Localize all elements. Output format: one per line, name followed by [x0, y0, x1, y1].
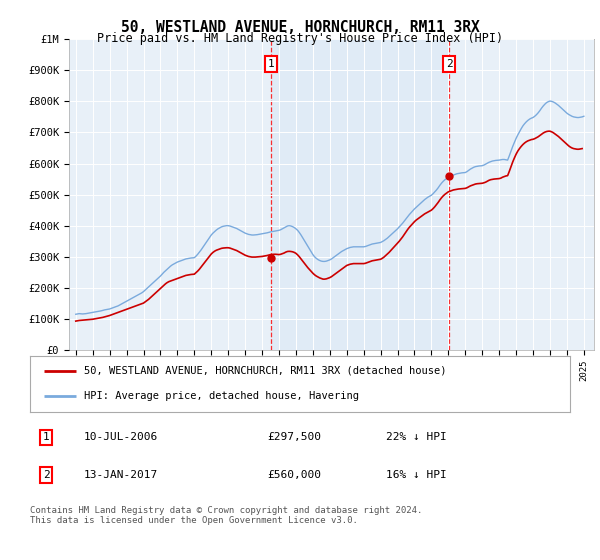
Text: 2: 2 [446, 59, 452, 69]
Text: 10-JUL-2006: 10-JUL-2006 [84, 432, 158, 442]
Text: 22% ↓ HPI: 22% ↓ HPI [386, 432, 447, 442]
Text: 2: 2 [43, 470, 50, 480]
Text: 50, WESTLAND AVENUE, HORNCHURCH, RM11 3RX: 50, WESTLAND AVENUE, HORNCHURCH, RM11 3R… [121, 20, 479, 35]
Bar [271, 39, 449, 350]
Text: Contains HM Land Registry data © Crown copyright and database right 2024.
This d: Contains HM Land Registry data © Crown c… [30, 506, 422, 525]
Text: HPI: Average price, detached house, Havering: HPI: Average price, detached house, Have… [84, 391, 359, 402]
Text: £560,000: £560,000 [268, 470, 322, 480]
Text: Price paid vs. HM Land Registry's House Price Index (HPI): Price paid vs. HM Land Registry's House … [97, 32, 503, 45]
Text: 1: 1 [43, 432, 50, 442]
Text: 50, WESTLAND AVENUE, HORNCHURCH, RM11 3RX (detached house): 50, WESTLAND AVENUE, HORNCHURCH, RM11 3R… [84, 366, 446, 376]
Text: £297,500: £297,500 [268, 432, 322, 442]
Text: 16% ↓ HPI: 16% ↓ HPI [386, 470, 447, 480]
Text: 1: 1 [268, 59, 274, 69]
Text: 13-JAN-2017: 13-JAN-2017 [84, 470, 158, 480]
